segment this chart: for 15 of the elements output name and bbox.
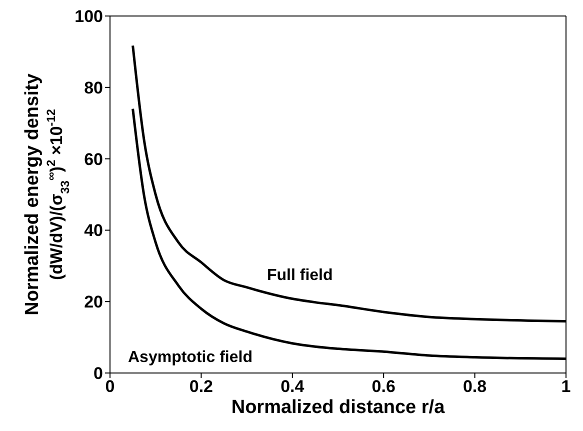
annotation: Asymptotic field	[128, 349, 252, 367]
annotation: Full field	[267, 267, 333, 285]
x-axis-title: Normalized distance r/a	[231, 397, 446, 418]
x-tick-label: 1	[561, 377, 571, 396]
x-tick-label: 0	[105, 377, 115, 396]
x-tick-label: 0.6	[372, 377, 396, 396]
y-tick-label: 80	[84, 78, 103, 98]
y-tick-label: 20	[84, 292, 103, 312]
x-tick-label: 0.2	[189, 377, 214, 396]
y-tick-label: 0	[94, 364, 103, 384]
y-tick-label: 60	[84, 150, 103, 169]
y-tick-label: 40	[84, 221, 103, 240]
x-tick-label: 0.8	[462, 377, 487, 396]
x-tick-label: 0.4	[280, 377, 305, 396]
y-tick-label: 100	[74, 7, 103, 26]
